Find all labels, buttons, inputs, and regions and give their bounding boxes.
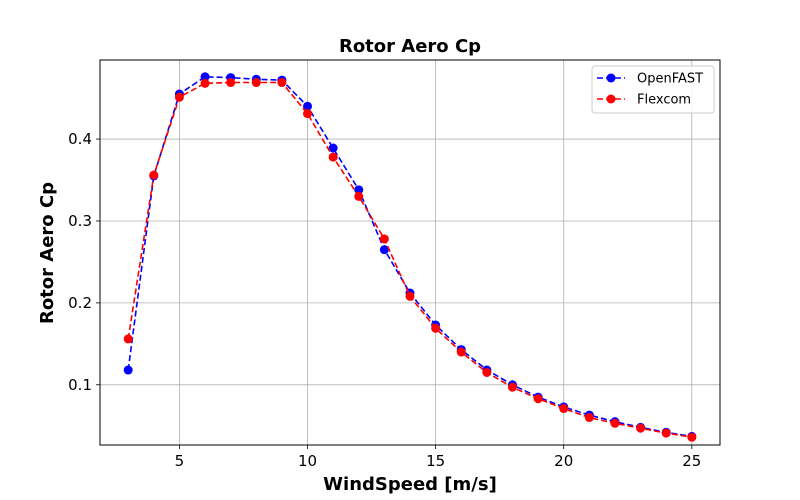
x-tick-label: 25 bbox=[682, 452, 701, 470]
data-point-flexcom bbox=[687, 432, 697, 442]
data-point-flexcom bbox=[251, 78, 261, 88]
x-tick-label: 5 bbox=[175, 452, 185, 470]
data-point-openfast bbox=[123, 365, 133, 375]
data-point-flexcom bbox=[200, 78, 210, 88]
data-point-flexcom bbox=[610, 418, 620, 428]
y-axis-label: Rotor Aero Cp bbox=[37, 182, 58, 324]
legend-box bbox=[591, 65, 715, 114]
x-tick-label: 20 bbox=[554, 452, 573, 470]
data-point-flexcom bbox=[584, 413, 594, 423]
y-tick-label: 0.2 bbox=[68, 294, 92, 312]
data-point-flexcom bbox=[174, 92, 184, 102]
y-tick-label: 0.3 bbox=[68, 212, 92, 230]
data-point-flexcom bbox=[354, 191, 364, 201]
ticks: 5 10 15 20 25 0.1 0.2 0.3 0.4 bbox=[68, 130, 701, 470]
data-point-openfast bbox=[379, 245, 389, 255]
data-point-flexcom bbox=[277, 78, 287, 88]
plot-background bbox=[100, 60, 720, 445]
legend: OpenFAST Flexcom bbox=[591, 65, 715, 114]
x-axis-label: WindSpeed [m/s] bbox=[323, 474, 497, 495]
legend-marker-openfast bbox=[606, 73, 616, 83]
data-point-flexcom bbox=[149, 170, 159, 180]
plot-frame bbox=[99, 59, 721, 446]
grid bbox=[100, 60, 720, 445]
y-tick-label: 0.4 bbox=[68, 130, 92, 148]
data-point-flexcom bbox=[507, 382, 517, 392]
data-point-openfast bbox=[303, 101, 313, 111]
x-tick-label: 15 bbox=[426, 452, 445, 470]
data-point-flexcom bbox=[303, 109, 313, 119]
data-point-flexcom bbox=[123, 334, 133, 344]
data-point-flexcom bbox=[559, 404, 569, 414]
data-point-flexcom bbox=[328, 152, 338, 162]
chart-title: Rotor Aero Cp bbox=[339, 36, 481, 57]
x-tick-label: 10 bbox=[298, 452, 317, 470]
legend-label-flexcom: Flexcom bbox=[637, 93, 691, 108]
data-point-openfast bbox=[200, 72, 210, 82]
legend-marker-flexcom bbox=[606, 94, 616, 104]
legend-label-openfast: OpenFAST bbox=[637, 72, 703, 87]
series-layer bbox=[123, 72, 697, 442]
data-point-openfast bbox=[328, 143, 338, 153]
data-point-flexcom bbox=[636, 423, 646, 433]
data-point-flexcom bbox=[661, 428, 671, 438]
data-point-flexcom bbox=[379, 234, 389, 244]
data-point-flexcom bbox=[456, 347, 466, 357]
data-point-flexcom bbox=[533, 394, 543, 404]
data-point-flexcom bbox=[226, 78, 236, 88]
y-tick-label: 0.1 bbox=[68, 376, 92, 394]
data-point-flexcom bbox=[405, 291, 415, 301]
data-point-flexcom bbox=[431, 323, 441, 333]
data-point-flexcom bbox=[482, 368, 492, 378]
